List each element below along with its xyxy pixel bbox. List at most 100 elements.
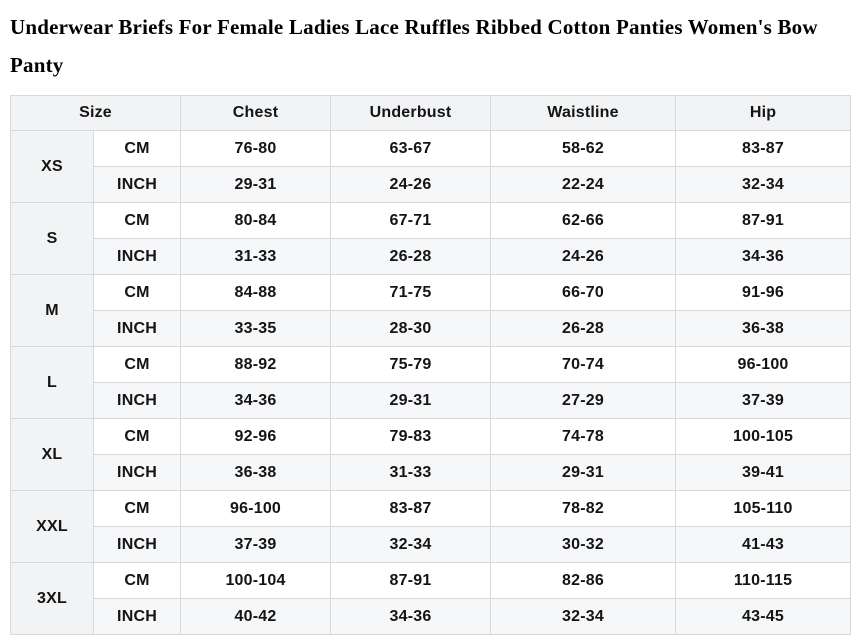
unit-label-cm: CM xyxy=(92,202,182,239)
unit-label-inch: INCH xyxy=(92,454,182,491)
value-hip-cm: 110-115 xyxy=(675,562,852,599)
unit-label-inch: INCH xyxy=(92,238,182,275)
value-chest-cm: 84-88 xyxy=(180,274,332,311)
size-label: M xyxy=(10,274,94,347)
header-waistline: Waistline xyxy=(490,95,677,131)
value-chest-inch: 36-38 xyxy=(180,454,332,491)
value-underbust-cm: 79-83 xyxy=(330,418,492,455)
value-underbust-cm: 63-67 xyxy=(330,130,492,167)
unit-label-inch: INCH xyxy=(92,598,182,635)
value-chest-inch: 29-31 xyxy=(180,166,332,203)
size-label: 3XL xyxy=(10,562,94,635)
value-chest-inch: 31-33 xyxy=(180,238,332,275)
size-label: XXL xyxy=(10,490,94,563)
size-chart-body: XS CM 76-80 63-67 58-62 83-87 INCH 29-31 24-26 22… xyxy=(10,130,852,635)
value-underbust-inch: 24-26 xyxy=(330,166,492,203)
size-row-s-cm: S CM 80-84 67-71 62-66 87-91 xyxy=(10,202,852,275)
unit-label-inch: INCH xyxy=(92,310,182,347)
value-underbust-inch: 29-31 xyxy=(330,382,492,419)
header-size: Size xyxy=(9,95,182,131)
value-underbust-cm: 67-71 xyxy=(330,202,492,239)
value-hip-cm: 100-105 xyxy=(675,418,852,455)
size-row-m-cm: M CM 84-88 71-75 66-70 91-96 xyxy=(10,274,852,347)
value-hip-inch: 37-39 xyxy=(675,382,852,419)
size-row-xxl-inch: INCH 37-39 32-34 30-32 41-43 xyxy=(11,526,852,563)
size-chart-header: Size Chest Underbust Waistline Hip xyxy=(9,95,852,131)
unit-label-cm: CM xyxy=(92,562,182,599)
value-underbust-cm: 87-91 xyxy=(330,562,492,599)
size-label: S xyxy=(10,202,94,275)
value-underbust-inch: 32-34 xyxy=(330,526,492,563)
value-underbust-inch: 26-28 xyxy=(330,238,492,275)
size-row-xl-inch: INCH 36-38 31-33 29-31 39-41 xyxy=(11,454,852,491)
value-chest-cm: 76-80 xyxy=(180,130,332,167)
value-waistline-inch: 24-26 xyxy=(490,238,677,275)
unit-label-cm: CM xyxy=(92,274,182,311)
value-hip-inch: 43-45 xyxy=(675,598,852,635)
size-row-l-inch: INCH 34-36 29-31 27-29 37-39 xyxy=(11,382,852,419)
value-underbust-inch: 28-30 xyxy=(330,310,492,347)
unit-label-cm: CM xyxy=(92,346,182,383)
size-label: XL xyxy=(10,418,94,491)
value-chest-inch: 40-42 xyxy=(180,598,332,635)
value-hip-cm: 96-100 xyxy=(675,346,852,383)
value-waistline-cm: 62-66 xyxy=(490,202,677,239)
value-waistline-inch: 27-29 xyxy=(490,382,677,419)
value-underbust-inch: 34-36 xyxy=(330,598,492,635)
value-hip-inch: 39-41 xyxy=(675,454,852,491)
value-hip-inch: 36-38 xyxy=(675,310,852,347)
product-title: Underwear Briefs For Female Ladies Lace … xyxy=(10,15,818,77)
size-row-xs-inch: INCH 29-31 24-26 22-24 32-34 xyxy=(11,166,852,203)
value-waistline-inch: 32-34 xyxy=(490,598,677,635)
value-hip-inch: 41-43 xyxy=(675,526,852,563)
value-underbust-cm: 71-75 xyxy=(330,274,492,311)
value-underbust-cm: 83-87 xyxy=(330,490,492,527)
value-chest-inch: 37-39 xyxy=(180,526,332,563)
header-underbust: Underbust xyxy=(330,95,492,131)
value-waistline-cm: 66-70 xyxy=(490,274,677,311)
unit-label-inch: INCH xyxy=(92,166,182,203)
value-chest-inch: 34-36 xyxy=(180,382,332,419)
value-hip-cm: 91-96 xyxy=(675,274,852,311)
unit-label-cm: CM xyxy=(92,130,182,167)
size-row-s-inch: INCH 31-33 26-28 24-26 34-36 xyxy=(11,238,852,275)
value-waistline-inch: 30-32 xyxy=(490,526,677,563)
value-chest-cm: 80-84 xyxy=(180,202,332,239)
value-waistline-cm: 70-74 xyxy=(490,346,677,383)
value-waistline-inch: 26-28 xyxy=(490,310,677,347)
size-row-xs-cm: XS CM 76-80 63-67 58-62 83-87 xyxy=(10,130,852,203)
header-row: Size Chest Underbust Waistline Hip xyxy=(9,95,852,131)
header-hip: Hip xyxy=(675,95,852,131)
size-row-xl-cm: XL CM 92-96 79-83 74-78 100-105 xyxy=(10,418,852,491)
value-hip-inch: 32-34 xyxy=(675,166,852,203)
unit-label-cm: CM xyxy=(92,490,182,527)
value-chest-cm: 96-100 xyxy=(180,490,332,527)
unit-label-inch: INCH xyxy=(92,526,182,563)
value-underbust-cm: 75-79 xyxy=(330,346,492,383)
value-chest-cm: 100-104 xyxy=(180,562,332,599)
value-chest-inch: 33-35 xyxy=(180,310,332,347)
value-hip-cm: 87-91 xyxy=(675,202,852,239)
size-row-l-cm: L CM 88-92 75-79 70-74 96-100 xyxy=(10,346,852,419)
value-underbust-inch: 31-33 xyxy=(330,454,492,491)
size-chart-table: Size Chest Underbust Waistline Hip XS CM 7… xyxy=(9,95,852,635)
value-waistline-cm: 78-82 xyxy=(490,490,677,527)
size-label: XS xyxy=(10,130,94,203)
value-hip-inch: 34-36 xyxy=(675,238,852,275)
unit-label-cm: CM xyxy=(92,418,182,455)
value-waistline-cm: 82-86 xyxy=(490,562,677,599)
value-chest-cm: 92-96 xyxy=(180,418,332,455)
value-waistline-cm: 74-78 xyxy=(490,418,677,455)
size-row-xxl-cm: XXL CM 96-100 83-87 78-82 105-110 xyxy=(10,490,852,563)
size-row-m-inch: INCH 33-35 28-30 26-28 36-38 xyxy=(11,310,852,347)
value-waistline-inch: 29-31 xyxy=(490,454,677,491)
unit-label-inch: INCH xyxy=(92,382,182,419)
value-hip-cm: 105-110 xyxy=(675,490,852,527)
size-row-3xl-cm: 3XL CM 100-104 87-91 82-86 110-115 xyxy=(10,562,852,635)
header-chest: Chest xyxy=(180,95,332,131)
size-label: L xyxy=(10,346,94,419)
size-row-3xl-inch: INCH 40-42 34-36 32-34 43-45 xyxy=(11,598,852,635)
value-hip-cm: 83-87 xyxy=(675,130,852,167)
value-chest-cm: 88-92 xyxy=(180,346,332,383)
